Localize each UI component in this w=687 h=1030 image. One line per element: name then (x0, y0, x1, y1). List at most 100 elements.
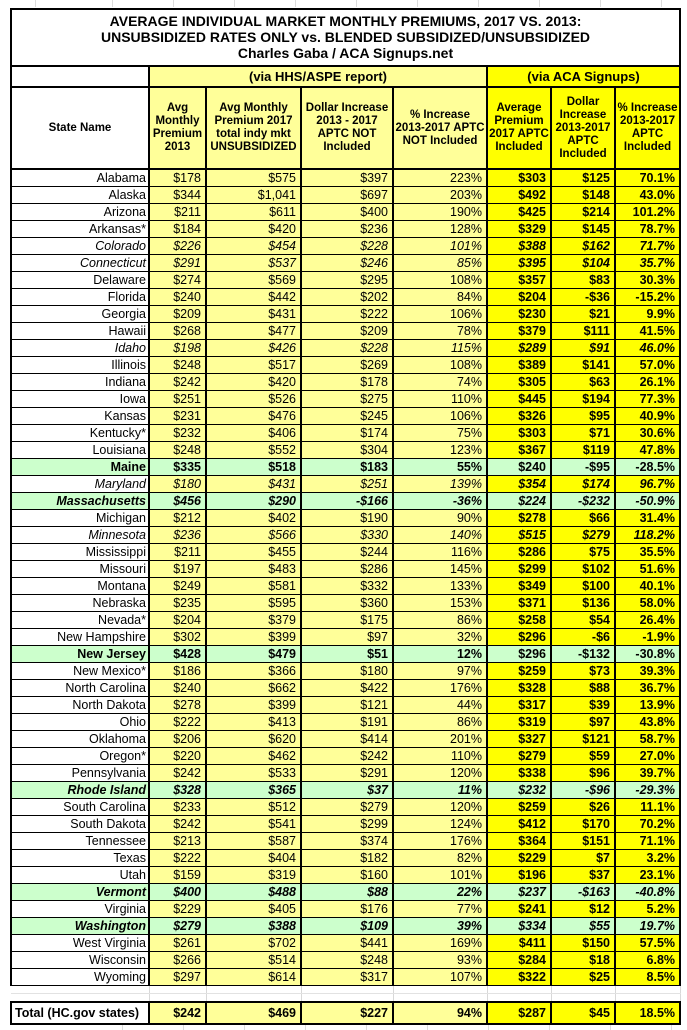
value-cell: $228 (300, 339, 394, 357)
value-cell: 32% (392, 628, 488, 646)
value-cell: $174 (300, 424, 394, 442)
value-cell: 78.7% (613, 220, 682, 238)
group-header-aca: (via ACA Signups) (485, 65, 682, 88)
table-row: North Dakota $278 $399 $121 44% $317 $39… (10, 696, 682, 714)
value-cell: 139% (392, 475, 488, 493)
value-cell: $186 (148, 662, 207, 680)
column-group-row: (via HHS/ASPE report) (via ACA Signups) (10, 65, 682, 88)
value-cell: 8.5% (613, 968, 682, 986)
value-cell: $492 (486, 186, 552, 204)
value-cell: $212 (148, 509, 207, 527)
value-cell: 12% (392, 645, 488, 663)
value-cell: 43.0% (613, 186, 682, 204)
value-cell: $182 (300, 849, 394, 867)
state-name-cell: Maine (10, 458, 150, 476)
value-cell: $121 (550, 730, 616, 748)
value-cell: 108% (392, 356, 488, 374)
value-cell: $479 (205, 645, 302, 663)
title-line-3: Charles Gaba / ACA Signups.net (237, 45, 454, 61)
value-cell: $174 (550, 475, 616, 493)
total-value-cell: $242 (148, 1001, 207, 1025)
value-cell: $245 (300, 407, 394, 425)
table-row: Illinois $248 $517 $269 108% $389 $141 5… (10, 356, 682, 374)
value-cell: -36% (392, 492, 488, 510)
value-cell: $88 (550, 679, 616, 697)
state-name-cell: Michigan (10, 509, 150, 527)
value-cell: $96 (550, 764, 616, 782)
value-cell: 77.3% (613, 390, 682, 408)
value-cell: $476 (205, 407, 302, 425)
value-cell: 190% (392, 203, 488, 221)
spreadsheet-gap-row (11, 993, 681, 1002)
total-value-cell: $45 (550, 1001, 616, 1025)
table-row: Vermont $400 $488 $88 22% $237 -$163 -40… (10, 883, 682, 901)
value-cell: $274 (148, 271, 207, 289)
value-cell: 11% (392, 781, 488, 799)
value-cell: -$95 (550, 458, 616, 476)
value-cell: $51 (300, 645, 394, 663)
state-name-cell: Virginia (10, 900, 150, 918)
value-cell: $388 (486, 237, 552, 255)
value-cell: -$163 (550, 883, 616, 901)
column-header-state-name: State Name (10, 86, 150, 170)
state-name-cell: South Dakota (10, 815, 150, 833)
value-cell: $7 (550, 849, 616, 867)
spreadsheet-gap-cell (301, 993, 394, 1002)
value-cell: $269 (300, 356, 394, 374)
value-cell: 40.9% (613, 407, 682, 425)
value-cell: 123% (392, 441, 488, 459)
value-cell: $180 (148, 475, 207, 493)
value-cell: $517 (205, 356, 302, 374)
value-cell: $569 (205, 271, 302, 289)
column-header-pct-increase-no-aptc: % Increase 2013-2017 APTC NOT Included (392, 86, 488, 170)
table-row: Florida $240 $442 $202 84% $204 -$36 -15… (10, 288, 682, 306)
value-cell: $230 (486, 305, 552, 323)
total-row: Total (HC.gov states) $242 $469 $227 94%… (10, 1001, 682, 1025)
spreadsheet-gap-cell (11, 985, 150, 994)
value-cell: $344 (148, 186, 207, 204)
value-cell: $533 (205, 764, 302, 782)
table-row: Massachusetts $456 $290 -$166 -36% $224 … (10, 492, 682, 510)
value-cell: $235 (148, 594, 207, 612)
value-cell: $286 (300, 560, 394, 578)
value-cell: 110% (392, 390, 488, 408)
value-cell: 116% (392, 543, 488, 561)
value-cell: $327 (486, 730, 552, 748)
value-cell: $190 (300, 509, 394, 527)
spreadsheet-gap-cell (615, 985, 681, 994)
value-cell: $198 (148, 339, 207, 357)
table-row: Kentucky* $232 $406 $174 75% $303 $71 30… (10, 424, 682, 442)
state-name-cell: Mississippi (10, 543, 150, 561)
table-row: New Jersey $428 $479 $51 12% $296 -$132 … (10, 645, 682, 663)
table-row: West Virginia $261 $702 $441 169% $411 $… (10, 934, 682, 952)
spreadsheet-gap-cell (487, 985, 552, 994)
value-cell: 106% (392, 407, 488, 425)
state-name-cell: Arkansas* (10, 220, 150, 238)
value-cell: $595 (205, 594, 302, 612)
value-cell: 13.9% (613, 696, 682, 714)
value-cell: $136 (550, 594, 616, 612)
table-body: Alabama $178 $575 $397 223% $303 $125 70… (10, 168, 682, 986)
value-cell: $411 (486, 934, 552, 952)
value-cell: $176 (300, 900, 394, 918)
table-row: Maine $335 $518 $183 55% $240 -$95 -28.5… (10, 458, 682, 476)
state-name-cell: Nebraska (10, 594, 150, 612)
value-cell: $268 (148, 322, 207, 340)
state-name-cell: Alabama (10, 168, 150, 187)
value-cell: $1,041 (205, 186, 302, 204)
value-cell: $518 (205, 458, 302, 476)
value-cell: $406 (205, 424, 302, 442)
value-cell: -$166 (300, 492, 394, 510)
table-row: Louisiana $248 $552 $304 123% $367 $119 … (10, 441, 682, 459)
value-cell: $213 (148, 832, 207, 850)
table-row: Washington $279 $388 $109 39% $334 $55 1… (10, 917, 682, 935)
table-row: New Hampshire $302 $399 $97 32% $296 -$6… (10, 628, 682, 646)
table-row: Indiana $242 $420 $178 74% $305 $63 26.1… (10, 373, 682, 391)
value-cell: 108% (392, 271, 488, 289)
value-cell: $54 (550, 611, 616, 629)
value-cell: 90% (392, 509, 488, 527)
value-cell: $162 (550, 237, 616, 255)
state-name-cell: Idaho (10, 339, 150, 357)
value-cell: $428 (148, 645, 207, 663)
value-cell: $404 (205, 849, 302, 867)
